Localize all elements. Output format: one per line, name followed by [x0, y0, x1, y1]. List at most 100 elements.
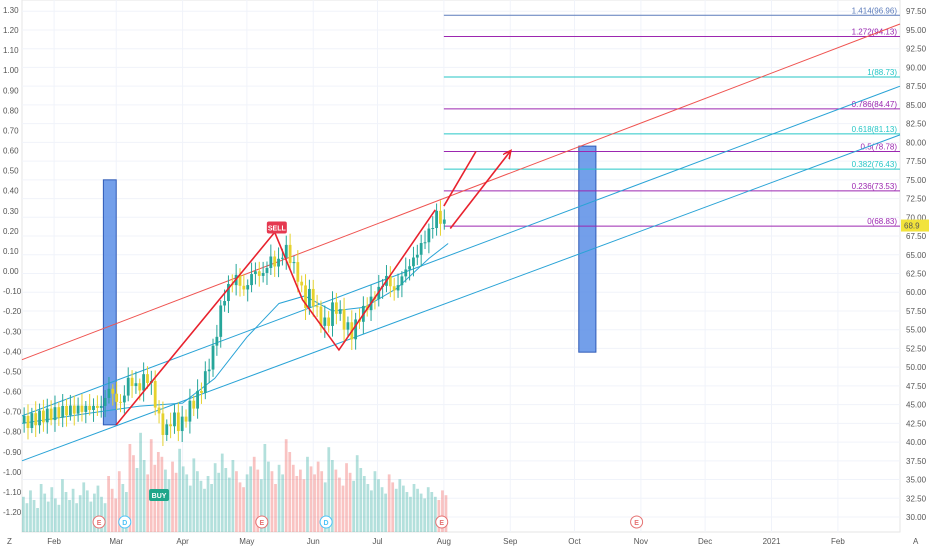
- candle-body: [281, 257, 284, 259]
- volume-bar: [206, 476, 210, 532]
- right-axis-tick: 82.50: [906, 120, 927, 129]
- left-axis-tick: -0.60: [3, 388, 22, 397]
- candle-body: [269, 256, 273, 268]
- fib-level-label: 0.382(76.43): [852, 160, 898, 169]
- volume-bar: [366, 484, 370, 532]
- fibonacci-levels[interactable]: 1.414(96.96) 1.272(94.13) 1(88.73) 0.786(84…: [443, 6, 900, 227]
- candle-body: [296, 262, 300, 282]
- volume-bar: [167, 479, 171, 532]
- volume-bar: [327, 447, 331, 532]
- candle-body: [334, 302, 338, 314]
- time-axis-label: Dec: [698, 537, 712, 546]
- candle-body: [396, 285, 400, 291]
- fib-level-label: 1(88.73): [867, 68, 897, 77]
- candle-body: [338, 309, 342, 314]
- candle-body: [331, 302, 334, 326]
- volume-bar: [117, 471, 121, 532]
- candle-body: [431, 228, 435, 230]
- box-right[interactable]: [578, 145, 597, 353]
- volume-bar: [231, 460, 235, 532]
- left-axis-tick: 1.30: [3, 6, 19, 15]
- candle-body: [196, 390, 199, 409]
- candle-body: [38, 410, 41, 426]
- right-axis-tick: 85.00: [906, 101, 927, 110]
- volume-bar: [171, 461, 174, 532]
- time-axis-label: Mar: [109, 537, 123, 546]
- candle-body: [219, 305, 223, 337]
- volume-bar: [267, 461, 270, 532]
- volume-bar: [25, 503, 29, 532]
- event-marker[interactable]: [435, 515, 449, 529]
- grid: [22, 0, 900, 532]
- event-marker[interactable]: [255, 515, 269, 529]
- candle-body: [115, 393, 119, 402]
- event-marker[interactable]: [319, 515, 333, 529]
- zigzag-pattern-line[interactable]: [115, 209, 436, 426]
- candle-body: [142, 374, 146, 391]
- left-axis-tick: -0.20: [3, 307, 22, 316]
- time-axis-label: Jun: [307, 537, 320, 546]
- time-axis-label: Feb: [47, 537, 61, 546]
- candle-body: [26, 415, 30, 428]
- event-label: E: [97, 520, 102, 527]
- volume-bar: [68, 500, 71, 532]
- volume-bar: [252, 456, 256, 532]
- corner-label-right[interactable]: A: [913, 537, 919, 546]
- candle-body: [65, 405, 68, 416]
- volume-bar: [82, 482, 86, 532]
- projection-arrow[interactable]: [449, 151, 510, 230]
- time-axis-label: Jul: [372, 537, 382, 546]
- volume-bar: [124, 492, 128, 532]
- channel-line-lower[interactable]: [21, 134, 901, 462]
- event-label: D: [122, 520, 127, 527]
- candle-body: [61, 405, 65, 418]
- candle-body: [265, 267, 269, 273]
- volume-bar: [338, 477, 341, 532]
- event-marker[interactable]: [630, 515, 644, 529]
- event-marker[interactable]: [92, 515, 106, 529]
- candle-body: [246, 285, 250, 290]
- candle-body: [415, 254, 419, 258]
- signal-markers: SELL BUY: [149, 221, 287, 502]
- volume-bar: [224, 468, 228, 532]
- candle-body: [211, 345, 215, 370]
- left-axis-tick: 0.70: [3, 126, 19, 135]
- event-label: E: [634, 520, 639, 527]
- volume-bar: [256, 469, 260, 532]
- volume-bar: [139, 432, 142, 532]
- highlight-boxes[interactable]: [102, 145, 597, 426]
- fib-level-label: 1.414(96.96): [852, 6, 898, 15]
- event-marker[interactable]: [118, 515, 132, 529]
- candle-body: [300, 281, 304, 286]
- candle-body: [207, 369, 211, 372]
- time-axis-label: Sep: [503, 537, 518, 546]
- left-axis-tick: 0.80: [3, 106, 19, 115]
- right-axis-tick: 57.50: [906, 307, 927, 316]
- channel-line-upper[interactable]: [21, 23, 901, 361]
- candle-body: [203, 371, 207, 393]
- time-axis[interactable]: Feb Mar Apr May Jun Jul Aug Sep Oct Nov Dec 2021 Feb: [47, 537, 845, 546]
- left-axis-tick: -1.10: [3, 488, 22, 497]
- box-left[interactable]: [102, 179, 117, 426]
- signal-badge: [266, 221, 287, 234]
- volume-bar: [100, 496, 103, 532]
- right-axis[interactable]: 97.50 95.00 92.50 90.00 87.50 85.00 82.50 80.00…: [901, 7, 929, 522]
- candle-body: [192, 400, 196, 409]
- signal-badge: [149, 489, 170, 502]
- right-axis-tick: 77.50: [906, 157, 927, 166]
- candle-body: [80, 405, 84, 412]
- volume-bar: [274, 484, 277, 532]
- zigzag-pattern-line[interactable]: [443, 150, 477, 207]
- signal-label: SELL: [268, 226, 287, 233]
- volume-bar: [142, 460, 146, 532]
- volume-bar: [295, 476, 299, 532]
- candle-body: [68, 405, 72, 416]
- left-axis-tick: 0.00: [3, 267, 19, 276]
- volume-bar: [284, 439, 288, 532]
- candle-body: [130, 377, 134, 387]
- right-axis-tick: 75.00: [906, 176, 927, 185]
- candle-body: [392, 286, 396, 291]
- pattern-drawings[interactable]: [115, 150, 510, 426]
